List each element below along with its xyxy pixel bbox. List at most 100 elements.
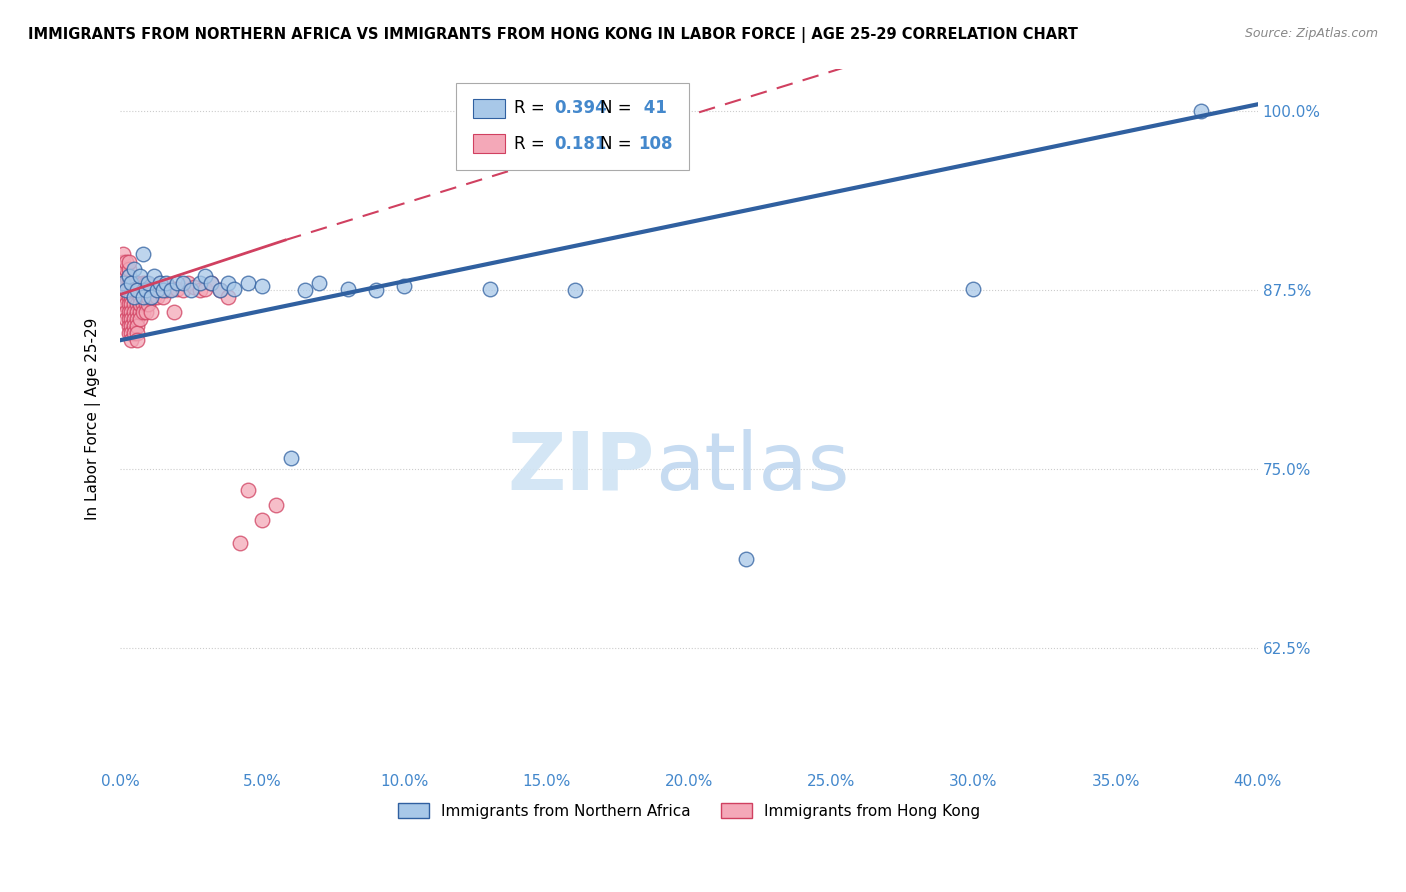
Point — [135, 283, 157, 297]
Point — [122, 283, 145, 297]
Point — [143, 290, 166, 304]
Point — [127, 297, 149, 311]
Point — [111, 247, 134, 261]
Point — [111, 268, 134, 283]
Point — [364, 283, 387, 297]
Point — [129, 297, 152, 311]
Point — [194, 282, 217, 296]
Point — [135, 283, 157, 297]
Point — [117, 311, 139, 326]
Point — [114, 283, 136, 297]
Legend: Immigrants from Northern Africa, Immigrants from Hong Kong: Immigrants from Northern Africa, Immigra… — [392, 797, 986, 825]
Point — [111, 261, 134, 276]
Point — [1189, 104, 1212, 119]
Text: 0.181: 0.181 — [555, 135, 607, 153]
Point — [127, 283, 149, 297]
Point — [114, 290, 136, 304]
Point — [208, 283, 231, 297]
Point — [132, 276, 155, 290]
Point — [143, 283, 166, 297]
Point — [114, 311, 136, 326]
Point — [117, 326, 139, 340]
Point — [129, 290, 152, 304]
Text: 41: 41 — [638, 100, 666, 118]
Point — [252, 513, 274, 527]
Point — [120, 276, 142, 290]
Point — [132, 247, 155, 261]
Point — [111, 276, 134, 290]
Point — [120, 326, 142, 340]
Point — [194, 268, 217, 283]
Point — [135, 276, 157, 290]
Point — [120, 297, 142, 311]
Text: IMMIGRANTS FROM NORTHERN AFRICA VS IMMIGRANTS FROM HONG KONG IN LABOR FORCE | AG: IMMIGRANTS FROM NORTHERN AFRICA VS IMMIG… — [28, 27, 1078, 43]
Point — [394, 279, 416, 293]
Point — [177, 276, 200, 290]
Point — [141, 290, 163, 304]
Point — [141, 304, 163, 318]
Point — [149, 283, 172, 297]
Point — [138, 290, 160, 304]
Point — [117, 268, 139, 283]
Point — [120, 318, 142, 333]
Point — [135, 290, 157, 304]
Point — [217, 276, 239, 290]
Point — [122, 311, 145, 326]
Point — [217, 290, 239, 304]
Point — [208, 283, 231, 297]
Point — [114, 276, 136, 290]
Point — [127, 333, 149, 347]
Point — [127, 276, 149, 290]
Text: N =: N = — [600, 100, 637, 118]
Point — [149, 276, 172, 290]
Point — [120, 276, 142, 290]
Point — [120, 276, 142, 290]
Point — [129, 311, 152, 326]
Point — [111, 297, 134, 311]
Point — [117, 304, 139, 318]
Point — [132, 290, 155, 304]
Point — [138, 290, 160, 304]
Point — [108, 261, 131, 276]
Point — [122, 304, 145, 318]
Point — [127, 304, 149, 318]
Point — [180, 283, 202, 297]
Point — [117, 318, 139, 333]
Point — [160, 282, 183, 296]
Point — [111, 276, 134, 290]
Point — [146, 283, 169, 297]
Point — [129, 283, 152, 297]
Point — [149, 276, 172, 290]
Y-axis label: In Labor Force | Age 25-29: In Labor Force | Age 25-29 — [86, 318, 101, 520]
Point — [188, 276, 211, 290]
Point — [152, 290, 174, 304]
Point — [108, 268, 131, 283]
Point — [564, 283, 586, 297]
Point — [117, 283, 139, 297]
Point — [236, 276, 259, 290]
Point — [111, 283, 134, 297]
Point — [127, 311, 149, 326]
Point — [129, 268, 152, 283]
Point — [135, 304, 157, 318]
Point — [152, 283, 174, 297]
Point — [146, 283, 169, 297]
Point — [157, 279, 180, 293]
Point — [228, 536, 250, 550]
Point — [122, 276, 145, 290]
Point — [120, 333, 142, 347]
Point — [114, 283, 136, 297]
Point — [122, 318, 145, 333]
Point — [146, 290, 169, 304]
Point — [129, 304, 152, 318]
Point — [111, 290, 134, 304]
Point — [122, 290, 145, 304]
Point — [308, 276, 330, 290]
Point — [138, 276, 160, 290]
Point — [114, 254, 136, 268]
Point — [127, 318, 149, 333]
Point — [166, 282, 188, 296]
Point — [160, 283, 183, 297]
Point — [120, 311, 142, 326]
Point — [188, 283, 211, 297]
